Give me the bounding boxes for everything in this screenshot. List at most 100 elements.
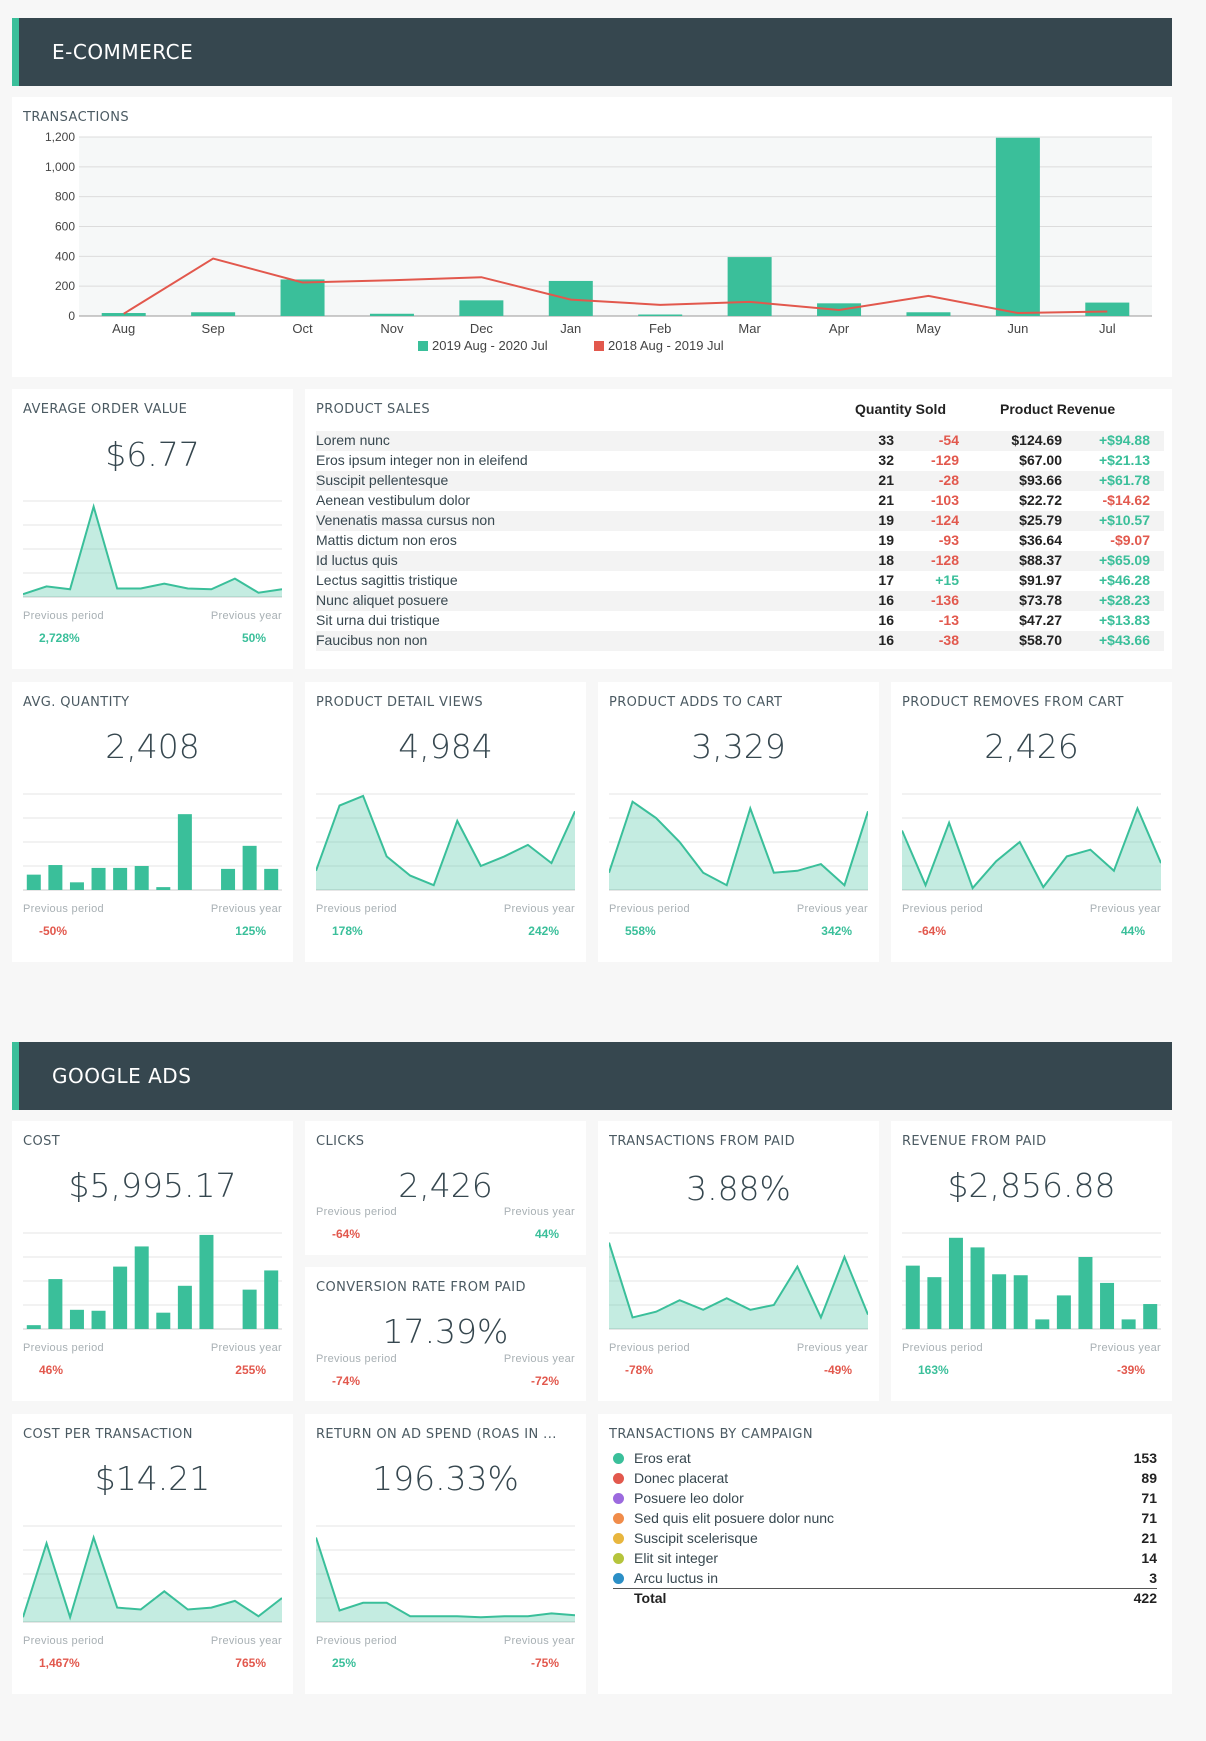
cost-card: COST $5,995.17 Previous period Previous y… [12,1121,293,1401]
sparkline-area [316,795,575,890]
clicks-prev-year: 44% [534,1227,559,1241]
product-revenue: $25.79 [1019,512,1062,528]
total-value: 422 [1133,1590,1157,1606]
qty-sold: 19 [878,512,894,528]
revenue-delta: +$28.23 [1099,592,1150,608]
sparkline-line [609,1242,868,1321]
adds-cart-prev-year: 342% [821,924,852,938]
avg-quantity-foot: Previous period Previous year [23,903,282,915]
x-tick-label: May [916,321,941,336]
clicks-prev-period: -64% [332,1227,361,1241]
prev-year-label: Previous year [503,903,575,915]
removes-cart-sparkline [902,793,1161,891]
product-name: Mattis dictum non eros [316,532,457,548]
qty-delta: -103 [930,492,959,508]
y-tick-label: 1,000 [45,160,75,174]
series-line [123,257,1108,315]
revenue-paid-foot: Previous period Previous year [902,1342,1161,1354]
cost-per-trans-prev-period: 1,467% [39,1656,80,1670]
clicks-label: CLICKS [316,1134,365,1149]
table-row: Lectus sagittis tristique 17 +15 $91.97 +$46… [316,571,1164,591]
product-revenue: $58.70 [1019,632,1062,648]
x-tick-label: Jan [560,321,581,336]
product-name: Id luctus quis [316,552,398,568]
trans-paid-card: TRANSACTIONS FROM PAID 3.88% Previous pe… [598,1121,879,1401]
bar [369,313,414,316]
cost-per-trans-foot: Previous period Previous year [23,1635,282,1647]
prev-year-label: Previous year [210,1342,282,1354]
bar [727,257,772,316]
detail-views-prev-year: 242% [528,924,559,938]
bar [992,1274,1007,1329]
revenue-paid-label: REVENUE FROM PAID [902,1134,1047,1149]
roas-card: RETURN ON AD SPEND (ROAS IN ... 196.33% … [305,1414,586,1694]
sparkline-area [316,1537,575,1622]
by-campaign-label: TRANSACTIONS BY CAMPAIGN [609,1427,814,1442]
x-tick-label: Feb [649,321,671,336]
prev-period-label: Previous period [316,1635,397,1647]
legend-dot-icon [613,1573,624,1584]
y-tick-label: 200 [55,279,75,293]
roas-value: 196.33% [372,1459,519,1498]
product-name: Venenatis massa cursus non [316,512,495,528]
prev-period-label: Previous period [23,903,104,915]
bar [101,313,146,316]
ecommerce-title: E-COMMERCE [52,40,194,64]
conv-rate-foot: Previous period Previous year [316,1353,575,1365]
clicks-value: 2,426 [398,1166,493,1205]
bar [638,314,683,316]
adds-cart-prev-period: 558% [625,924,656,938]
transactions-card: TRANSACTIONS 1,200 1,000 800 600 400 200 0 Aug S… [12,97,1172,377]
bar [113,867,128,890]
table-row: Id luctus quis 18 -128 $88.37 +$65.09 [316,551,1164,571]
revenue-delta: +$61.78 [1099,472,1150,488]
cost-bars [23,1232,282,1330]
aov-value: $6.77 [105,435,200,474]
legend-swatch [418,341,428,351]
legend-dot-icon [613,1553,624,1564]
bar [1100,1282,1115,1329]
detail-views-label: PRODUCT DETAIL VIEWS [316,695,484,710]
prev-period-label: Previous period [902,1342,983,1354]
campaign-value: 89 [1141,1470,1157,1486]
bar [48,865,63,890]
trans-paid-prev-year: -49% [823,1363,852,1377]
product-revenue: $93.66 [1019,472,1062,488]
avg-quantity-prev-year: 125% [235,924,266,938]
product-name: Suscipit pellentesque [316,472,449,488]
qty-sold: 21 [878,492,894,508]
legend-dot-icon [613,1493,624,1504]
prev-period-label: Previous period [23,610,104,622]
cost-value: $5,995.17 [68,1166,237,1205]
revenue-delta: +$65.09 [1099,552,1150,568]
adds-cart-card: PRODUCT ADDS TO CART 3,329 Previous peri… [598,682,879,962]
adds-cart-sparkline [609,793,868,891]
conv-rate-value: 17.39% [382,1312,509,1351]
adds-cart-label: PRODUCT ADDS TO CART [609,695,783,710]
avg-quantity-label: AVG. QUANTITY [23,695,130,710]
revenue-paid-prev-period: 163% [918,1363,949,1377]
sparkline-line [316,1537,575,1619]
aov-prev-period: 2,728% [39,631,80,645]
total-divider [613,1588,1157,1589]
product-name: Eros ipsum integer non in eleifend [316,452,528,468]
prev-year-label: Previous year [796,1342,868,1354]
avg-quantity-card: AVG. QUANTITY 2,408 Previous period Previ… [12,682,293,962]
bar [948,1237,963,1329]
product-name: Lorem nunc [316,432,390,448]
qty-delta: -38 [938,632,959,648]
roas-label: RETURN ON AD SPEND (ROAS IN ... [316,1427,557,1442]
product-revenue: $88.37 [1019,552,1062,568]
revenue-paid-bars [902,1232,1161,1330]
bar [905,1265,920,1329]
revenue-paid-value: $2,856.88 [947,1166,1116,1205]
cost-per-trans-label: COST PER TRANSACTION [23,1427,193,1442]
qty-delta: -13 [938,612,959,628]
cost-per-trans-value: $14.21 [94,1459,211,1498]
list-item: Suscipit scelerisque 21 [613,1530,1157,1550]
sparkline-area [902,808,1161,890]
bar [970,1247,985,1329]
qty-delta: -128 [930,552,959,568]
bar [1013,1275,1028,1329]
removes-cart-prev-period: -64% [918,924,947,938]
